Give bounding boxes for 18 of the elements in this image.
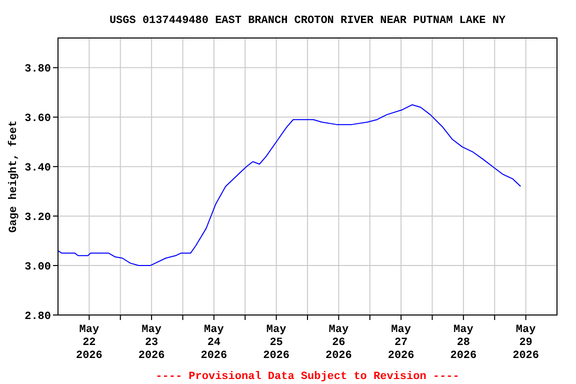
- y-tick-label: 3.20: [24, 212, 51, 224]
- chart-title: USGS 0137449480 EAST BRANCH CROTON RIVER NEAR PUTNAM LAKE NY: [109, 15, 506, 27]
- x-tick-label: May 29 2026: [512, 324, 540, 362]
- x-tick-label: May 25 2026: [263, 324, 290, 362]
- y-tick-label: 3.60: [24, 113, 51, 126]
- x-tick-label: May 28 2026: [450, 324, 477, 362]
- x-tick-label: May 24 2026: [200, 324, 228, 362]
- y-tick-label: 3.40: [24, 162, 51, 175]
- line-series: [58, 104, 522, 266]
- y-axis-title: Gage height, feet: [7, 120, 20, 233]
- x-tick-label: May 26 2026: [325, 324, 352, 362]
- y-tick-label: 2.80: [24, 311, 51, 323]
- y-tick-label: 3.00: [24, 262, 51, 274]
- x-tick-label: May 27 2026: [388, 324, 414, 362]
- x-tick-label: May 23 2026: [138, 324, 165, 362]
- y-tick-label: 3.80: [24, 64, 51, 76]
- text: ---- Provisional Data Subject to Revision ----: [156, 371, 460, 383]
- x-tick-label: May 22 2026: [76, 324, 102, 362]
